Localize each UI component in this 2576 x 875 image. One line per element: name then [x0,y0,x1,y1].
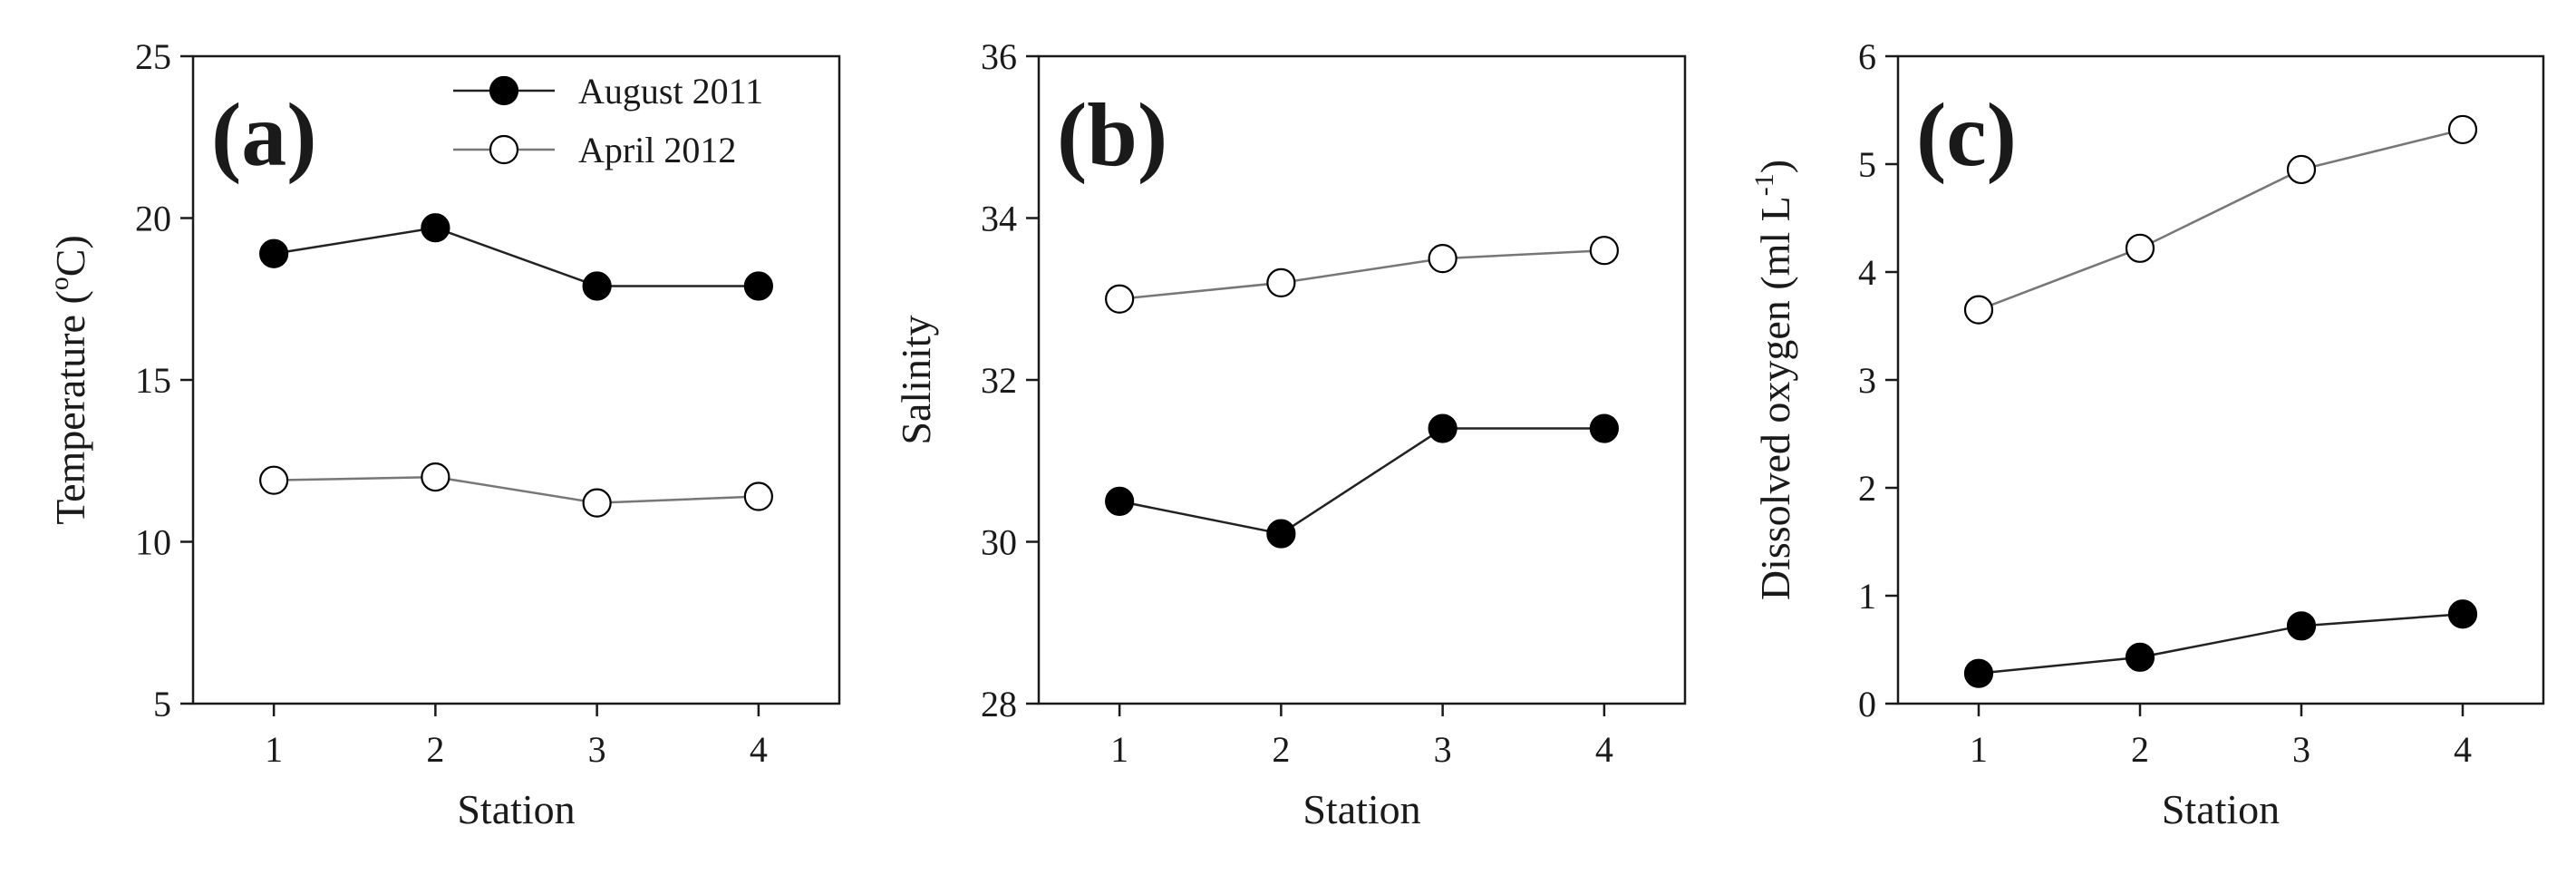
y-tick-label: 32 [981,360,1017,401]
y-tick-label: 10 [135,522,171,563]
x-tick-label: 4 [2454,729,2472,770]
series-1-point-1 [1105,486,1135,516]
y-tick-label: 28 [981,684,1017,724]
legend-marker [489,75,519,106]
y-axis-label-superscript: -1 [1749,173,1779,196]
x-axis-label: Station [1303,786,1420,832]
y-axis-label-main: Temperature ( [47,290,93,525]
y-tick-label: 6 [1858,36,1876,77]
series-2-point-1 [259,465,289,495]
series-line-2 [1978,128,2464,311]
y-tick-label: 1 [1858,576,1876,617]
series-2-point-4 [743,481,773,511]
series-2-point-3 [582,488,612,518]
legend-entry-label: August 2011 [578,71,763,112]
y-tick-label: 36 [981,36,1017,77]
y-axis-label: Dissolved oxygen (ml L-1) [1749,160,1798,600]
y-tick-label: 0 [1858,684,1876,724]
y-tick-label: 25 [135,36,171,77]
panel-label: (a) [211,84,317,185]
y-axis-label-end: C) [47,235,93,277]
y-axis-label: Temperature (oC) [44,235,93,525]
x-tick-label: 2 [426,729,444,770]
chart-panel-1: 5 10 15 20 25 1 2 3 4 Station Temperature (oC) (a) A… [44,36,841,832]
series-2-point-1 [1963,295,1994,325]
x-tick-label: 2 [2131,729,2149,770]
x-tick-label: 2 [1272,729,1290,770]
series-line-1 [1978,612,2464,675]
series-1-point-3 [1428,413,1457,443]
x-tick-label: 3 [1434,729,1452,770]
panel-label: (c) [1916,84,2017,185]
series-line-1 [273,226,759,287]
y-tick-label: 5 [153,684,171,724]
x-tick-label: 1 [1970,729,1988,770]
x-axis-label: Station [457,786,575,832]
series-1-point-4 [2447,599,2478,629]
legend: August 2011 April 2012 [453,71,763,170]
y-axis-label-main: Dissolved oxygen (ml L [1752,196,1798,600]
series-1-point-4 [1589,413,1619,443]
x-tick-label: 4 [1595,729,1613,770]
chart-panel-3: 0 1 2 3 4 5 6 1 2 3 4 Station Dissolved oxygen (ml L… [1749,36,2545,832]
series-1-point-1 [1963,658,1994,688]
series-line-2 [1119,248,1604,300]
series-2-point-4 [2447,114,2478,145]
y-tick-label: 5 [1858,144,1876,185]
series-2-point-4 [1589,236,1619,266]
series-line-2 [274,475,759,504]
y-axis-label-main: Salinity [893,315,939,444]
series-1-point-4 [743,271,773,301]
x-tick-label: 1 [265,729,283,770]
series-1-point-3 [2286,611,2317,641]
series-2-point-2 [1266,267,1296,297]
series-2-point-2 [2125,233,2155,263]
series-1-point-1 [259,238,289,268]
y-tick-label: 2 [1858,468,1876,509]
x-tick-label: 3 [588,729,606,770]
series-1-point-2 [421,213,450,243]
y-axis-label-end: ) [1752,160,1798,173]
legend-marker [489,134,519,165]
series-1-point-2 [2125,642,2155,672]
x-tick-label: 4 [750,729,768,770]
y-tick-label: 20 [135,199,171,239]
series-2-point-2 [421,462,450,492]
y-tick-label: 15 [135,360,171,401]
y-tick-label: 3 [1858,360,1876,401]
x-tick-label: 1 [1110,729,1128,770]
series-1-point-2 [1266,519,1296,549]
y-tick-label: 4 [1858,252,1876,293]
panel-label: (b) [1057,84,1167,185]
x-axis-label: Station [2162,786,2280,832]
series-2-point-3 [2286,154,2317,185]
series-2-point-1 [1105,284,1135,314]
y-tick-label: 34 [981,199,1017,239]
y-axis-label-superscript: o [44,277,74,290]
x-tick-label: 3 [2292,729,2310,770]
legend-entry-label: April 2012 [578,130,736,170]
series-line-1 [1119,427,1604,535]
y-tick-label: 30 [981,522,1017,563]
y-axis-label: Salinity [893,315,939,444]
series-2-point-3 [1428,244,1457,274]
series-1-point-3 [582,271,612,301]
